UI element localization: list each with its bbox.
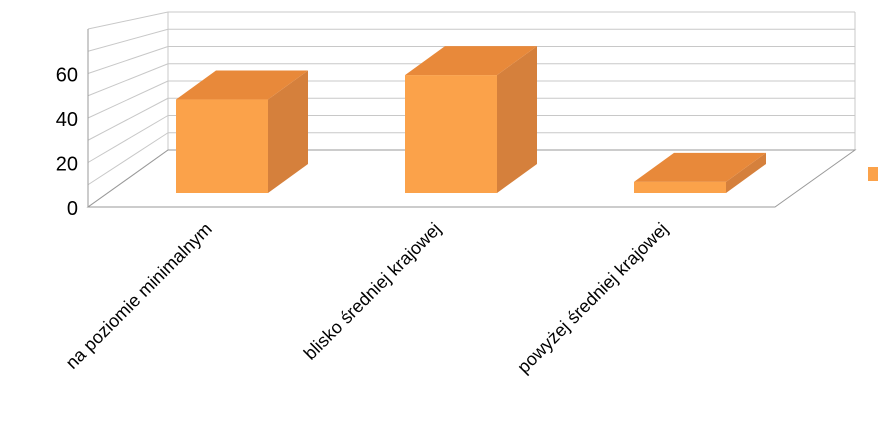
side-wall-gridline bbox=[87, 115, 169, 163]
bars bbox=[176, 46, 766, 194]
bar bbox=[634, 152, 766, 193]
y-axis-ticks: 0 20 40 60 bbox=[56, 65, 78, 221]
bar bbox=[176, 70, 308, 193]
bar-front bbox=[634, 181, 726, 193]
side-wall-gridline bbox=[87, 46, 169, 74]
side-wall-gridline bbox=[87, 28, 169, 52]
bar-side bbox=[497, 46, 537, 194]
side-wall-gridline bbox=[87, 80, 169, 119]
y-tick-label: 60 bbox=[56, 65, 78, 87]
bar-side bbox=[726, 152, 766, 193]
bar-top bbox=[634, 152, 766, 182]
y-tick-label: 0 bbox=[67, 198, 78, 220]
y-tick-label: 40 bbox=[56, 109, 78, 131]
x-category-label: blisko średniej krajowej bbox=[300, 219, 445, 364]
legend bbox=[868, 167, 878, 181]
legend-swatch bbox=[868, 167, 878, 181]
side-wall-gridline bbox=[87, 97, 169, 141]
bar bbox=[405, 46, 537, 194]
bar-top bbox=[176, 70, 308, 100]
x-axis-labels: na poziomie minimalnym blisko średniej kr… bbox=[62, 219, 672, 377]
y-tick-label: 20 bbox=[56, 154, 78, 176]
bar-side bbox=[268, 70, 308, 193]
floor bbox=[86, 149, 857, 208]
side-wall-gridline bbox=[87, 11, 169, 30]
side-wall-gridline bbox=[87, 63, 169, 97]
bar-front bbox=[176, 99, 268, 193]
bar-front bbox=[405, 75, 497, 193]
side-wall-gridline bbox=[87, 132, 169, 186]
x-category-label: powyżej średniej krajowej bbox=[513, 219, 671, 377]
bar-top bbox=[405, 46, 537, 76]
x-category-label: na poziomie minimalnym bbox=[62, 219, 216, 373]
